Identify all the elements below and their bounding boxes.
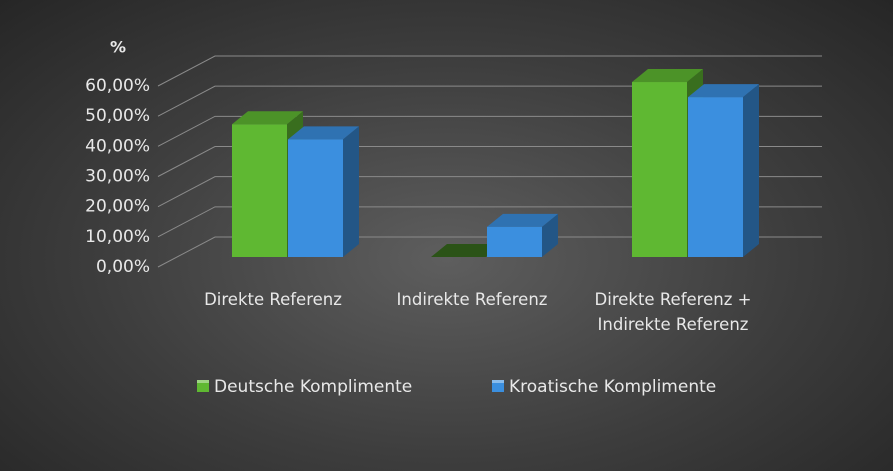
bar bbox=[288, 139, 343, 257]
legend-swatch-top bbox=[197, 380, 209, 383]
legend-label: Deutsche Komplimente bbox=[214, 377, 412, 397]
bar bbox=[232, 124, 287, 258]
y-tick-label: 20,00% bbox=[85, 197, 150, 217]
grid-line bbox=[157, 206, 822, 238]
grid-line bbox=[157, 176, 822, 208]
grid-line bbox=[157, 115, 822, 147]
bar-side bbox=[743, 84, 759, 257]
y-tick-label: 30,00% bbox=[85, 167, 150, 187]
bar-side bbox=[542, 213, 558, 257]
bar-top bbox=[632, 69, 703, 83]
bar-top bbox=[288, 126, 359, 140]
y-tick-label: 60,00% bbox=[85, 76, 150, 96]
y-tick-label: 10,00% bbox=[85, 227, 150, 247]
bar-top bbox=[487, 213, 558, 227]
grid-line bbox=[157, 236, 822, 268]
bar-top bbox=[688, 84, 759, 98]
bar bbox=[487, 226, 542, 257]
x-tick-label: Direkte Referenz bbox=[204, 290, 342, 309]
bar bbox=[632, 82, 687, 258]
grid-line bbox=[157, 146, 822, 177]
y-tick-label: 0,00% bbox=[96, 257, 150, 277]
y-tick-label: 50,00% bbox=[85, 106, 150, 126]
bar-top bbox=[431, 244, 502, 257]
bar-side bbox=[343, 126, 359, 257]
y-tick-label: 40,00% bbox=[85, 136, 150, 156]
x-tick-label: Indirekte Referenz bbox=[396, 290, 548, 309]
bar bbox=[688, 97, 743, 257]
legend-swatch-top bbox=[492, 380, 504, 383]
grid-line bbox=[157, 55, 822, 87]
legend-label: Kroatische Komplimente bbox=[509, 377, 716, 397]
x-tick-label: Direkte Referenz + Indirekte Referenz bbox=[594, 290, 752, 334]
grid-line bbox=[157, 85, 822, 117]
y-axis-title: % bbox=[110, 38, 126, 57]
bar-top bbox=[232, 111, 303, 125]
